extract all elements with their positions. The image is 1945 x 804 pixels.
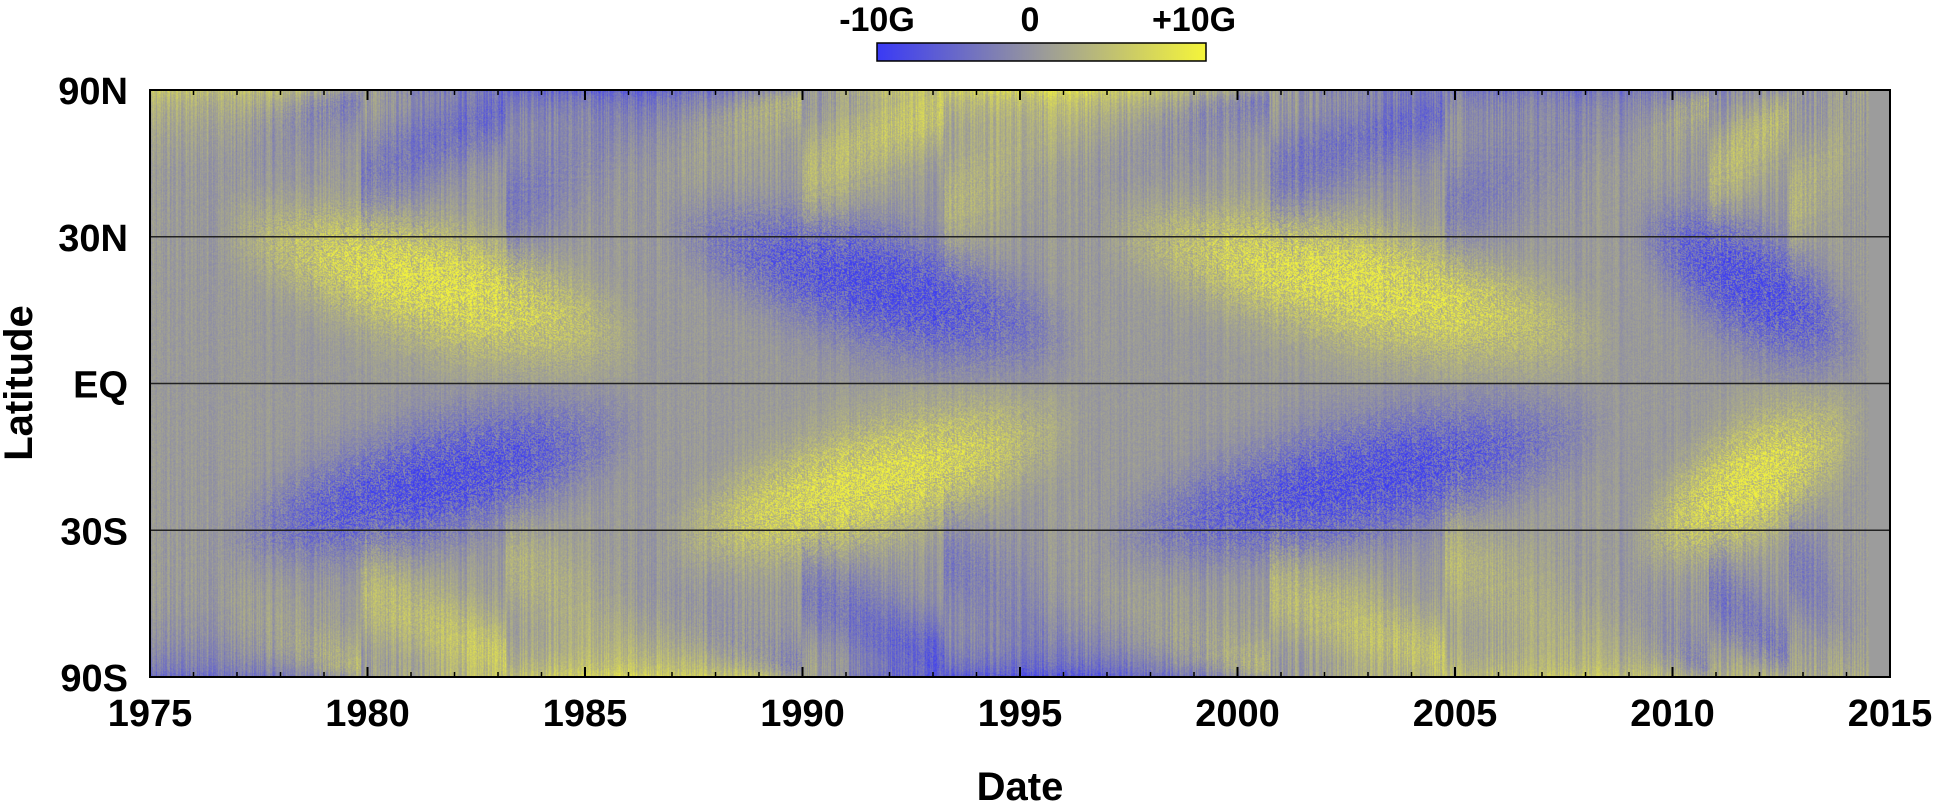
colorbar: -10G 0 +10G xyxy=(839,1,1236,62)
y-tick-label: 90S xyxy=(60,658,128,700)
x-tick-label: 1990 xyxy=(760,693,845,735)
x-axis-ticks: 1975 1980 1985 1990 1995 2000 2005 2010 2015 xyxy=(108,90,1933,735)
latitude-reference-lines xyxy=(150,236,1890,531)
x-tick-label: 2005 xyxy=(1413,693,1498,735)
x-tick-label: 2015 xyxy=(1848,693,1933,735)
x-tick-label: 1985 xyxy=(543,693,628,735)
x-tick-label: 1980 xyxy=(325,693,410,735)
y-tick-label: EQ xyxy=(73,365,128,407)
y-tick-label: 30S xyxy=(60,511,128,553)
y-axis-title: Latitude xyxy=(0,305,41,461)
colorbar-gradient xyxy=(876,42,1207,62)
colorbar-label-min: -10G xyxy=(839,1,915,39)
y-tick-label: 90N xyxy=(58,71,128,113)
y-axis-ticks: 90N 30N EQ 30S 90S xyxy=(58,71,128,700)
x-tick-label: 1975 xyxy=(108,693,193,735)
colorbar-label-max: +10G xyxy=(1152,1,1236,39)
x-tick-label: 2000 xyxy=(1195,693,1280,735)
x-axis-title: Date xyxy=(977,765,1064,804)
colorbar-label-mid: 0 xyxy=(1021,1,1040,39)
x-tick-label: 1995 xyxy=(978,693,1063,735)
y-tick-label: 30N xyxy=(58,218,128,260)
x-tick-label: 2010 xyxy=(1630,693,1715,735)
